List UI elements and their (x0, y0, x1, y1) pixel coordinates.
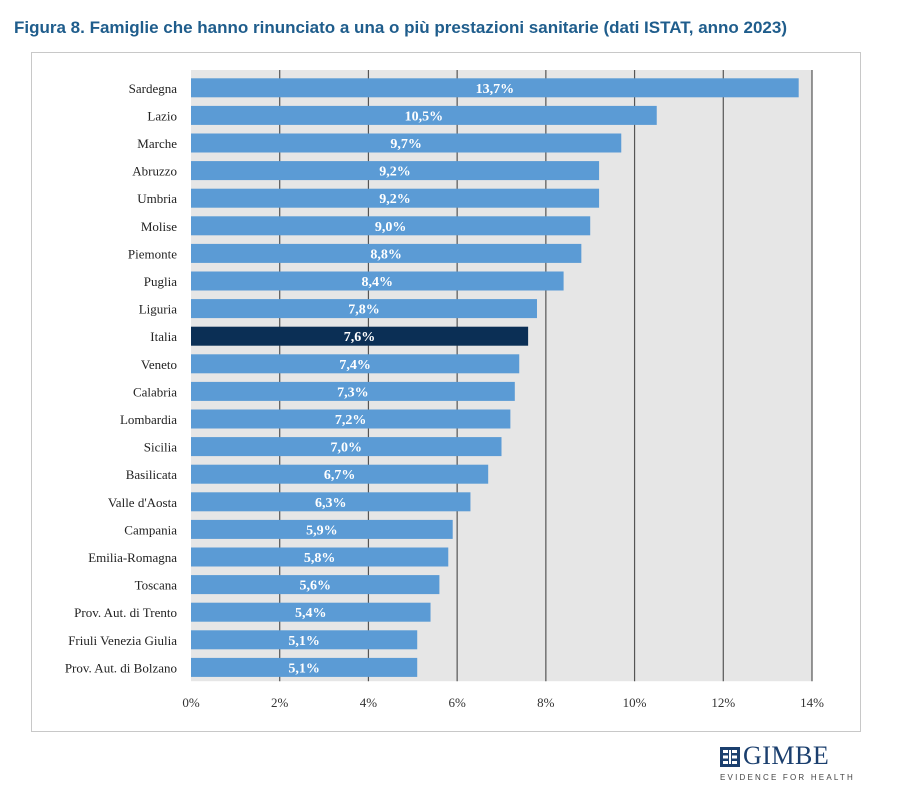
bar (191, 105, 657, 125)
category-label: Piemonte (128, 246, 177, 261)
bar (191, 299, 537, 319)
bar (191, 630, 418, 650)
category-label: Liguria (139, 302, 177, 317)
x-tick-label: 2% (271, 695, 289, 710)
data-label: 13,7% (476, 82, 515, 97)
category-label: Marche (137, 136, 177, 151)
chart-frame: 0% 2% 4% 6% 8% 10% 12% 14% 13,7% Sardegna 10,5% Laz… (31, 52, 861, 732)
data-label: 5,1% (288, 661, 320, 676)
x-tick-label: 6% (448, 695, 466, 710)
data-label: 5,4% (295, 606, 327, 621)
category-label: Emilia-Romagna (88, 550, 177, 565)
bar (191, 133, 622, 153)
data-label: 5,6% (299, 579, 331, 594)
bar (191, 188, 600, 208)
data-label: 9,2% (379, 165, 411, 180)
x-tick-label: 10% (623, 695, 647, 710)
data-label: 10,5% (405, 109, 444, 124)
logo-tagline: EVIDENCE FOR HEALTH (720, 773, 855, 782)
category-label: Calabria (133, 384, 177, 399)
x-tick-label: 12% (711, 695, 735, 710)
category-label: Lazio (147, 108, 177, 123)
gimbe-logo-icon (720, 747, 740, 767)
bar (191, 657, 418, 677)
category-label: Sardegna (129, 81, 178, 96)
bar-chart: 0% 2% 4% 6% 8% 10% 12% 14% 13,7% Sardegna 10,5% Laz… (65, 70, 824, 710)
bar (191, 437, 502, 457)
data-label: 7,8% (348, 303, 380, 318)
category-label: Puglia (144, 274, 177, 289)
data-label: 6,7% (324, 468, 356, 483)
x-tick-label: 8% (537, 695, 555, 710)
bar (191, 271, 564, 291)
bar (191, 354, 520, 374)
data-label: 5,9% (306, 523, 338, 538)
category-label: Toscana (135, 578, 178, 593)
bar (191, 381, 515, 401)
data-label: 5,8% (304, 551, 336, 566)
data-label: 9,2% (379, 192, 411, 207)
data-label: 9,0% (375, 220, 407, 235)
category-label: Sicilia (144, 440, 177, 455)
bar (191, 409, 511, 429)
data-label: 7,2% (335, 413, 367, 428)
bar (191, 216, 591, 236)
figure-title: Figura 8. Famiglie che hanno rinunciato … (14, 18, 788, 37)
category-label: Abruzzo (132, 164, 177, 179)
data-label: 9,7% (390, 137, 422, 152)
bar (191, 602, 431, 622)
bar (191, 326, 529, 346)
data-label: 8,8% (370, 247, 402, 262)
x-tick-label: 4% (360, 695, 378, 710)
data-label: 8,4% (362, 275, 394, 290)
bar (191, 492, 471, 512)
data-label: 7,0% (331, 441, 363, 456)
bar (191, 78, 799, 98)
gimbe-logo: GIMBE EVIDENCE FOR HEALTH (720, 741, 860, 788)
category-label: Prov. Aut. di Trento (74, 605, 177, 620)
bar (191, 464, 489, 484)
data-label: 7,3% (337, 385, 369, 400)
x-tick-label: 0% (182, 695, 200, 710)
category-label: Prov. Aut. di Bolzano (65, 660, 177, 675)
category-label: Umbria (137, 191, 177, 206)
category-label: Basilicata (126, 467, 177, 482)
category-label: Valle d'Aosta (108, 495, 177, 510)
logo-wordmark: GIMBE (743, 741, 830, 770)
data-label: 7,4% (339, 358, 371, 373)
category-label: Friuli Venezia Giulia (68, 633, 177, 648)
category-label: Italia (150, 329, 177, 344)
data-label: 5,1% (288, 634, 320, 649)
bar (191, 161, 600, 181)
x-tick-label: 14% (800, 695, 824, 710)
category-label: Lombardia (120, 412, 177, 427)
bar (191, 547, 449, 567)
category-label: Campania (124, 522, 177, 537)
category-label: Molise (141, 219, 177, 234)
bar (191, 243, 582, 263)
data-label: 6,3% (315, 496, 347, 511)
category-label: Veneto (141, 357, 177, 372)
bar (191, 519, 453, 539)
data-label: 7,6% (344, 330, 376, 345)
bar (191, 575, 440, 595)
